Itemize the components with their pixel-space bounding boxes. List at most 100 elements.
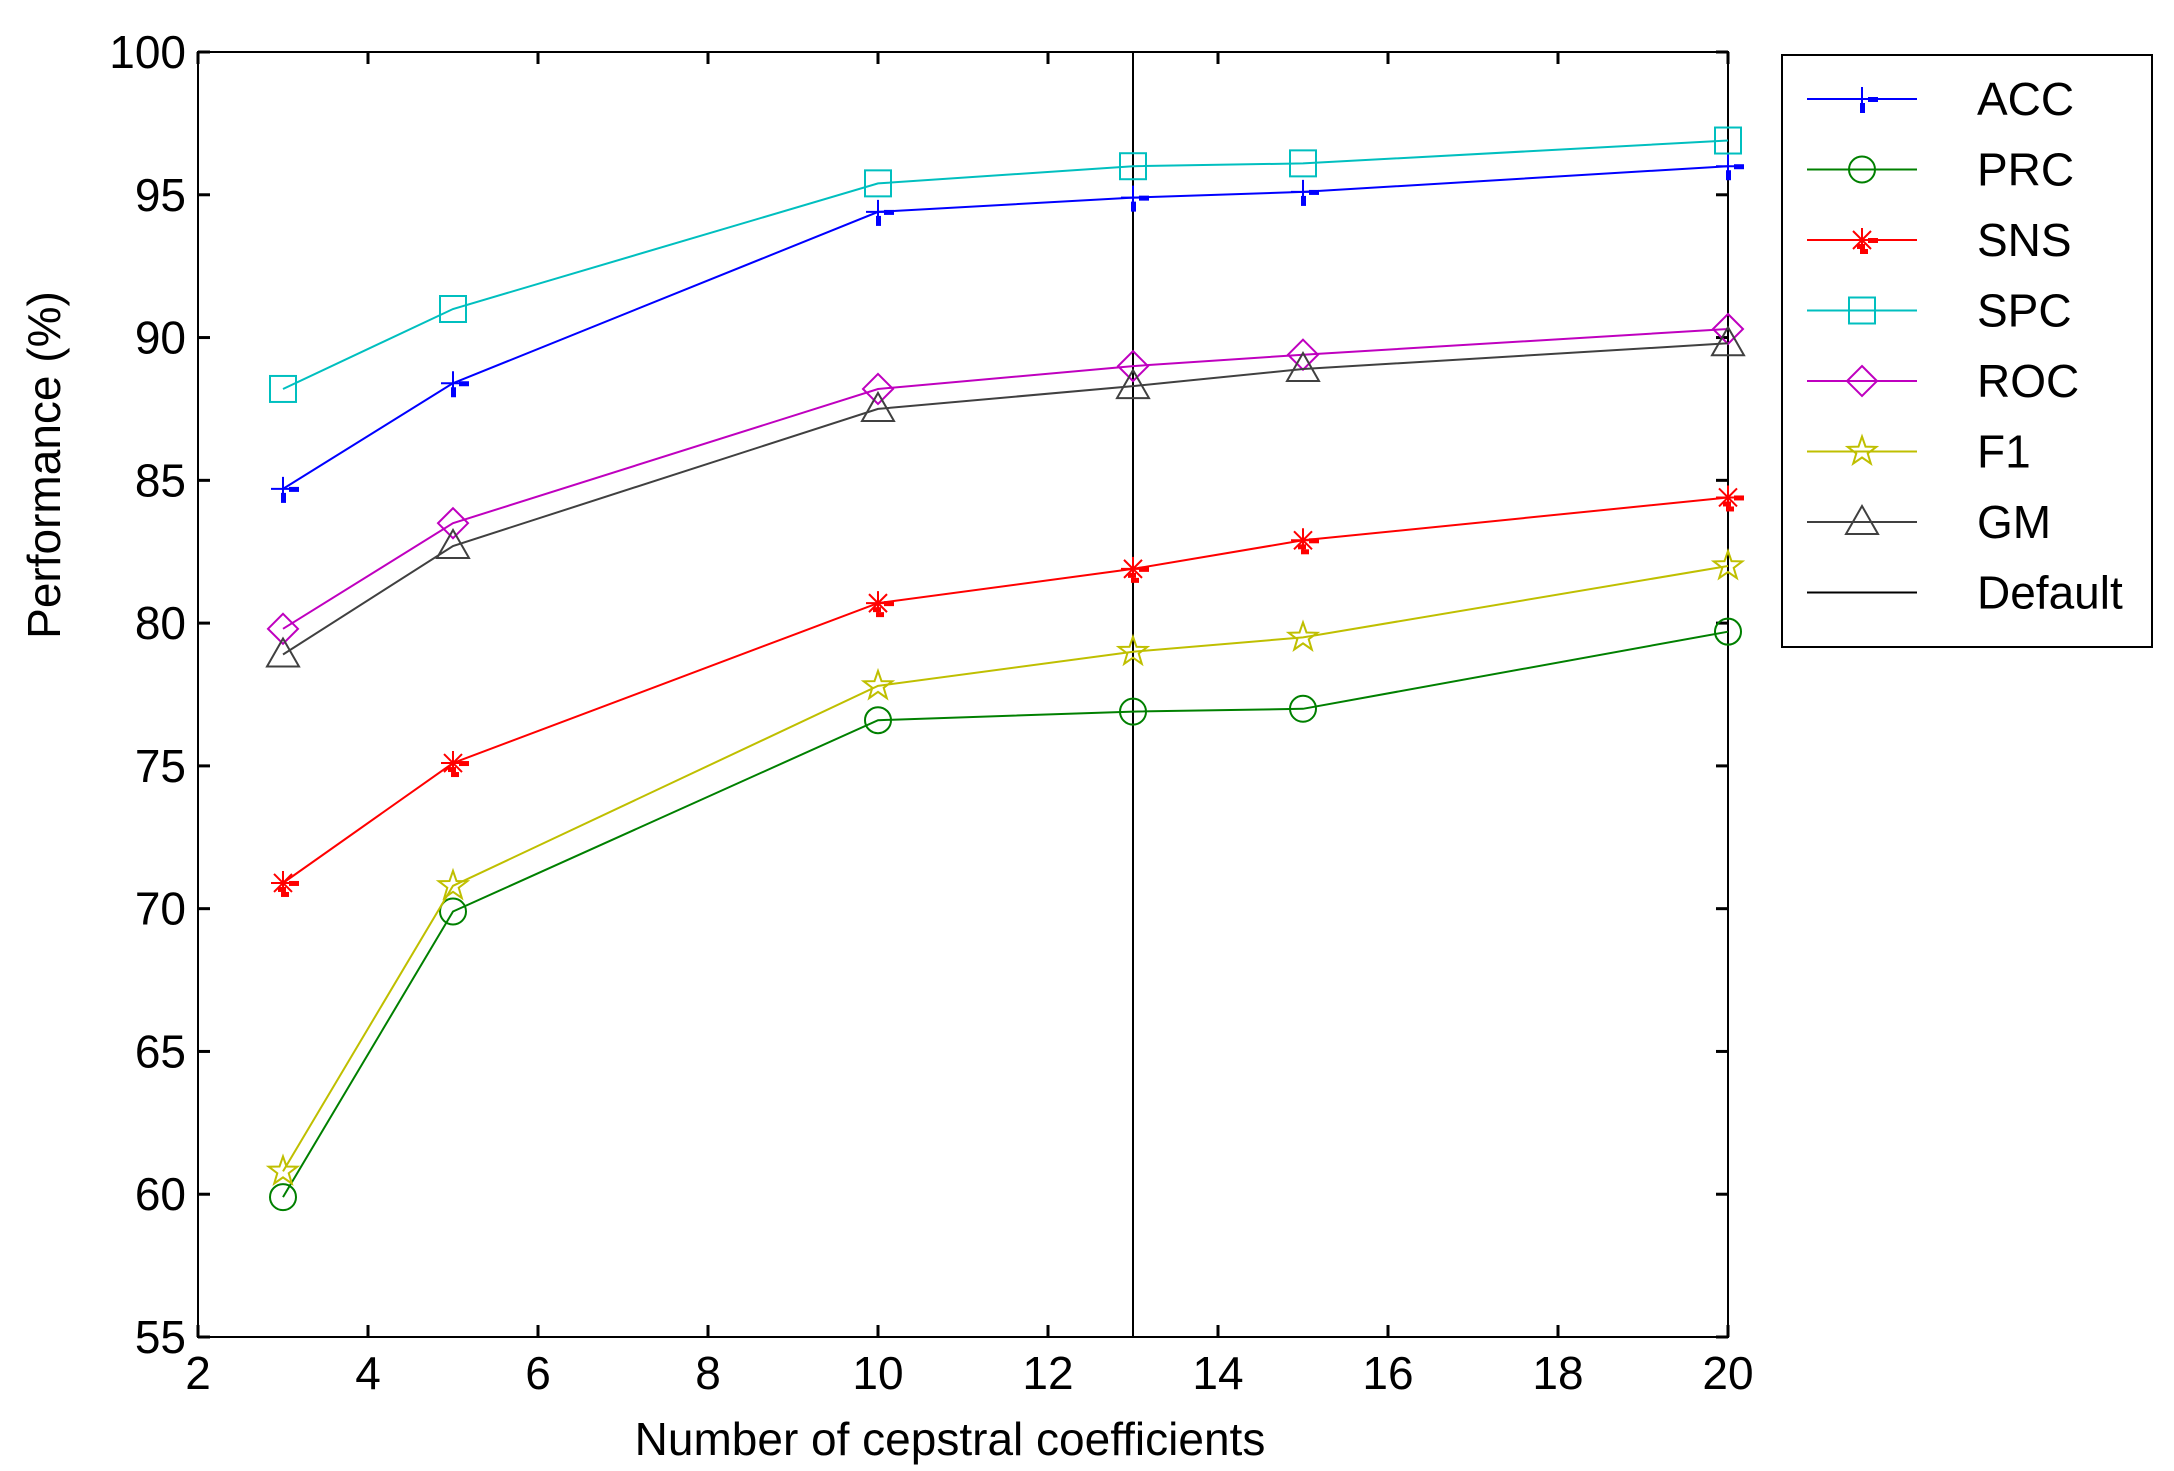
y-tick-label: 70	[135, 883, 186, 935]
data-point	[266, 612, 300, 646]
data-point	[269, 374, 297, 403]
y-tick-label: 95	[135, 169, 186, 221]
data-point-tick	[876, 612, 884, 618]
data-point-tick	[1128, 572, 1136, 578]
data-point-tick	[1131, 577, 1139, 583]
data-point-tick	[1723, 501, 1731, 507]
series-sns	[271, 485, 1744, 897]
data-point-tick	[1860, 103, 1865, 113]
data-point-tick	[1857, 244, 1865, 249]
y-tick-label: 100	[109, 26, 186, 78]
data-point	[1710, 547, 1746, 581]
data-point	[265, 636, 301, 668]
x-tick-label: 10	[852, 1347, 903, 1399]
legend-item-acc: ACC	[1807, 73, 2074, 125]
series-line-f1	[282, 565, 1729, 1172]
legend-item-sns: SNS	[1807, 214, 2072, 266]
data-point-tick	[281, 492, 286, 503]
series-line-roc	[282, 328, 1729, 630]
data-point	[860, 667, 896, 701]
data-point-tick	[873, 607, 881, 613]
plot-area	[197, 51, 1729, 1338]
data-point	[1119, 152, 1147, 181]
legend-item-gm: GM	[1807, 496, 2051, 548]
data-point	[1115, 633, 1151, 667]
data-point-tick	[1301, 549, 1309, 555]
data-point-tick	[1309, 538, 1319, 544]
data-point-tick	[1734, 495, 1744, 501]
legend-item-default: Default	[1807, 567, 2123, 619]
y-tick-label: 55	[135, 1311, 186, 1363]
data-point-tick	[1868, 97, 1878, 102]
legend-label: PRC	[1977, 144, 2074, 196]
series-prc	[269, 617, 1742, 1212]
x-tick-label: 14	[1192, 1347, 1243, 1399]
x-axis: 2 4 6 8 10 12 14 16 18 20	[185, 52, 1754, 1399]
legend-label: ACC	[1977, 73, 2074, 125]
data-point	[265, 1153, 301, 1186]
data-point-tick	[281, 891, 289, 897]
data-point-tick	[451, 772, 459, 778]
legend-label: SPC	[1977, 285, 2072, 337]
series-line-prc	[282, 630, 1729, 1198]
data-point	[436, 506, 470, 540]
series-line-sns	[282, 496, 1729, 884]
data-point	[1710, 325, 1746, 357]
data-point	[435, 867, 471, 901]
series-line-acc	[282, 165, 1729, 490]
data-point-tick	[1298, 544, 1306, 550]
series-f1	[265, 547, 1746, 1186]
data-point	[1848, 155, 1876, 184]
x-tick-label: 18	[1532, 1347, 1583, 1399]
data-point-tick	[884, 601, 894, 607]
data-point	[271, 870, 295, 895]
data-point	[1844, 503, 1880, 535]
data-point-tick	[1860, 249, 1868, 254]
data-point	[269, 1183, 297, 1212]
data-point	[439, 897, 467, 926]
data-point-tick	[1139, 566, 1149, 572]
data-point-tick	[876, 215, 881, 226]
series-acc	[271, 154, 1744, 503]
legend: ACC PRC SNS SPC ROC F1 GM Default	[1781, 54, 2153, 648]
data-point	[1291, 528, 1315, 553]
legend-box	[1781, 54, 2153, 648]
data-point-tick	[278, 886, 286, 892]
data-point	[1116, 349, 1150, 383]
data-point	[864, 169, 892, 198]
series-line-gm	[282, 342, 1729, 656]
legend-item-f1: F1	[1807, 426, 2031, 478]
legend-label: ROC	[1977, 355, 2079, 407]
x-tick-label: 16	[1362, 1347, 1413, 1399]
legend-item-spc: SPC	[1807, 285, 2072, 337]
data-point	[1845, 364, 1879, 398]
x-tick-label: 20	[1702, 1347, 1753, 1399]
data-point-tick	[1726, 506, 1734, 512]
y-tick-label: 65	[135, 1025, 186, 1077]
legend-label: SNS	[1977, 214, 2072, 266]
data-point	[1119, 697, 1147, 726]
legend-label: Default	[1977, 567, 2123, 619]
data-point-tick	[459, 761, 469, 767]
data-point-tick	[448, 767, 456, 773]
y-tick-label: 75	[135, 740, 186, 792]
series-layer	[265, 52, 1746, 1337]
data-point-tick	[451, 387, 456, 398]
data-point	[441, 751, 465, 776]
data-point-tick	[1301, 195, 1306, 206]
series-spc	[269, 126, 1742, 403]
data-point	[435, 527, 471, 560]
data-point	[1115, 368, 1151, 400]
x-tick-label: 12	[1022, 1347, 1073, 1399]
data-point	[439, 295, 467, 323]
y-axis-label: Performance (%)	[18, 291, 70, 639]
data-point	[1285, 350, 1321, 382]
x-tick-label: 4	[355, 1347, 381, 1399]
data-point	[861, 372, 895, 406]
legend-label: GM	[1977, 496, 2051, 548]
y-tick-label: 85	[135, 454, 186, 506]
data-point-tick	[459, 381, 469, 387]
data-point-tick	[1309, 189, 1319, 195]
data-point-tick	[289, 486, 299, 492]
